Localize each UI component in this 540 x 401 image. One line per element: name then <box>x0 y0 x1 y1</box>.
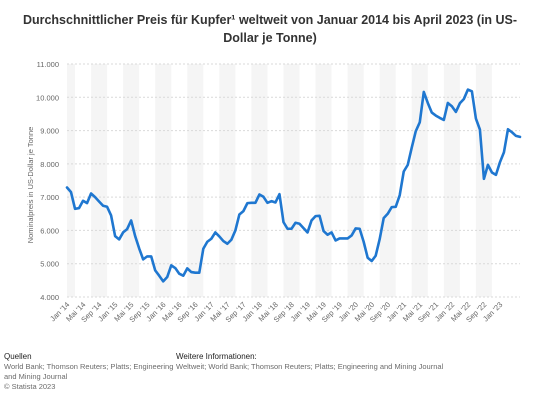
plot-band <box>219 64 236 297</box>
plot-band <box>443 64 460 297</box>
y-tick-label: 6.000 <box>40 226 59 235</box>
plot-band <box>379 64 396 297</box>
y-tick-label: 11.000 <box>37 60 59 69</box>
sources-block: Quellen World Bank; Thomson Reuters; Pla… <box>4 352 173 392</box>
info-block: Weitere Informationen: Weltweit; World B… <box>176 352 443 372</box>
sources-heading: Quellen <box>4 352 32 361</box>
series-lines <box>65 88 522 283</box>
y-tick-label: 10.000 <box>36 93 59 102</box>
plot-bands <box>67 64 492 297</box>
y-tick-label: 7.000 <box>40 193 59 202</box>
plot-band <box>155 64 172 297</box>
y-axis-label: Nominalpreis in US-Dollar je Tonne <box>26 127 35 244</box>
info-line: Weltweit; World Bank; Thomson Reuters; P… <box>176 362 444 371</box>
chart-title: Durchschnittlicher Preis für Kupfer¹ wel… <box>22 13 518 45</box>
plot-band <box>67 64 76 297</box>
y-axis-ticks: 4.000 5.000 6.000 7.000 8.000 9.000 10.000 11.0… <box>36 60 59 302</box>
plot-band <box>411 64 428 297</box>
plot-band <box>123 64 140 297</box>
plot-band <box>251 64 268 297</box>
sources-line: and Mining Journal <box>4 372 68 381</box>
plot-band <box>91 64 108 297</box>
y-tick-label: 5.000 <box>40 260 59 269</box>
y-tick-label: 4.000 <box>40 293 59 302</box>
y-tick-label: 9.000 <box>40 127 59 136</box>
series-line <box>65 88 522 283</box>
y-tick-label: 8.000 <box>40 160 59 169</box>
sources-line: World Bank; Thomson Reuters; Platts; Eng… <box>4 362 174 371</box>
plot-band <box>283 64 300 297</box>
plot-band <box>347 64 364 297</box>
info-heading: Weitere Informationen: <box>176 352 257 361</box>
plot-band <box>475 64 492 297</box>
plot-band <box>315 64 332 297</box>
grid-lines <box>67 63 520 298</box>
plot-band <box>187 64 204 297</box>
copyright: © Statista 2023 <box>4 382 56 391</box>
